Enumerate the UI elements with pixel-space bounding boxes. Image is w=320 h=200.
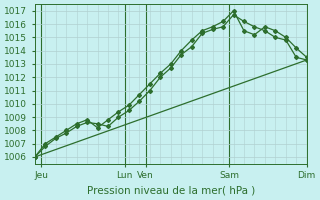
X-axis label: Pression niveau de la mer( hPa ): Pression niveau de la mer( hPa ) [87,186,255,196]
